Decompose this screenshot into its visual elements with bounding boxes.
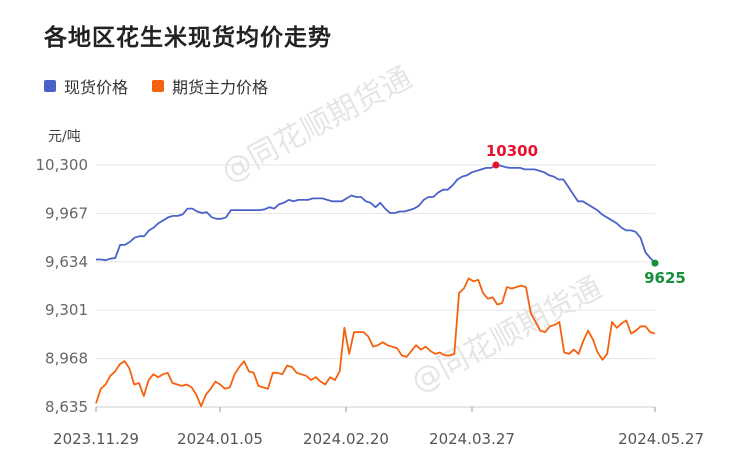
- series-lines: [95, 164, 656, 408]
- legend-item-spot[interactable]: 现货价格: [44, 74, 128, 98]
- y-axis: 8,635 8,968 9,301 9,634 9,967 10,300: [36, 156, 89, 416]
- y-tick-label: 8,968: [45, 350, 88, 368]
- futures-price-line: [95, 277, 656, 408]
- legend-swatch-futures: [152, 80, 165, 92]
- x-axis: 2023.11.29 2024.01.05 2024.02.20 2024.03.27…: [53, 406, 704, 448]
- point-markers: 10300 9625: [486, 142, 686, 287]
- max-point-label: 10300: [486, 142, 538, 160]
- last-point-marker: [651, 259, 659, 267]
- x-tick-label: 2024.02.20: [303, 430, 389, 448]
- legend-label-spot: 现货价格: [64, 78, 129, 97]
- last-point-label: 9625: [644, 269, 686, 287]
- x-tick-label: 2024.05.27: [618, 430, 704, 448]
- legend: 现货价格 期货主力价格: [44, 74, 268, 98]
- y-tick-label: 10,300: [36, 156, 89, 174]
- grid: [96, 164, 655, 408]
- legend-label-futures: 期货主力价格: [172, 78, 269, 97]
- chart-title: 各地区花生米现货均价走势: [44, 25, 332, 51]
- spot-price-line: [96, 164, 656, 264]
- legend-swatch-spot: [44, 80, 56, 92]
- x-tick-label: 2023.11.29: [53, 430, 139, 448]
- x-tick-label: 2024.01.05: [177, 430, 263, 448]
- y-tick-label: 8,635: [45, 398, 88, 416]
- legend-item-futures[interactable]: 期货主力价格: [152, 74, 268, 98]
- x-tick-label: 2024.03.27: [429, 430, 515, 448]
- y-tick-label: 9,967: [45, 204, 88, 222]
- y-tick-label: 9,634: [45, 253, 88, 271]
- y-axis-unit: 元/吨: [48, 129, 81, 145]
- max-point-marker: [492, 161, 500, 169]
- y-tick-label: 9,301: [45, 301, 88, 319]
